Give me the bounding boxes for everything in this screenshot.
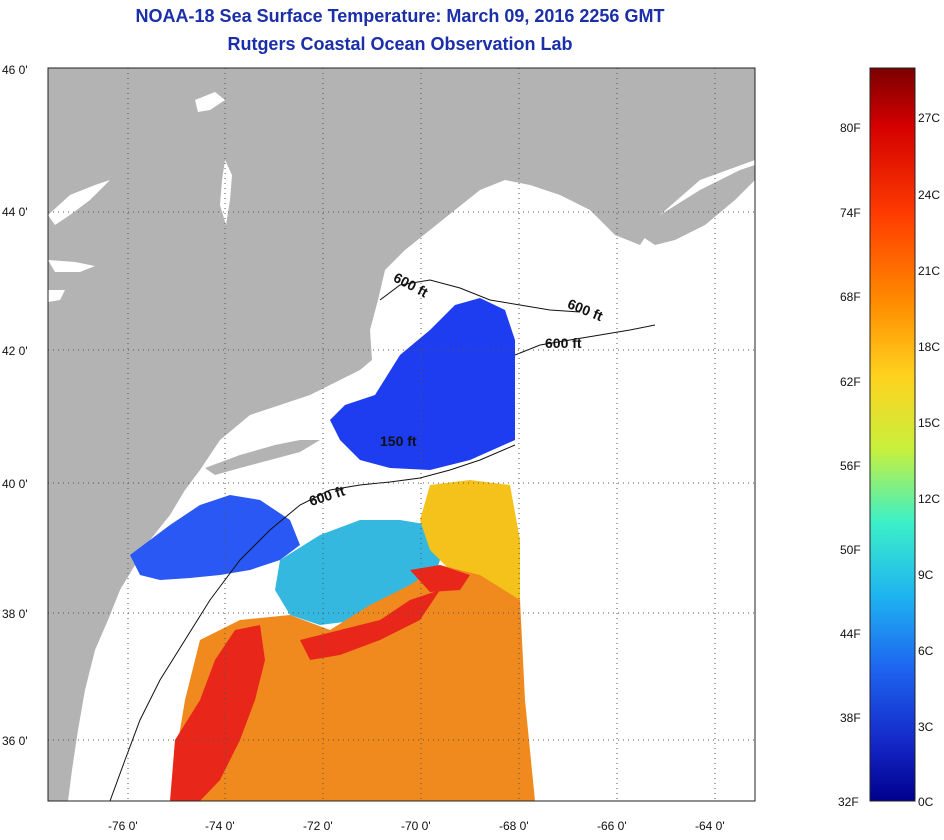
contour-line-maine	[379, 279, 581, 313]
colorbar-c-label: 24C	[918, 188, 940, 202]
contour-line-georges	[514, 324, 656, 356]
lon-label: -76 0'	[108, 819, 138, 833]
land-nova-scotia	[640, 165, 755, 245]
colorbar-c-label: 27C	[918, 111, 940, 125]
land-mainland	[48, 68, 755, 801]
colorbar-c-label: 12C	[918, 492, 940, 506]
colorbar-f-label: 44F	[840, 627, 861, 641]
map-subtitle: Rutgers Coastal Ocean Observation Lab	[227, 34, 573, 54]
colorbar	[869, 67, 916, 802]
sst-warm-gulf-stream	[175, 565, 535, 801]
lat-label: 38 0'	[2, 607, 28, 621]
colorbar-c-label: 9C	[918, 568, 934, 582]
colorbar-c-label: 0C	[918, 795, 934, 809]
colorbar-f-label: 62F	[840, 375, 861, 389]
colorbar-f-label: 32F	[838, 795, 859, 809]
lon-label: -68 0'	[499, 819, 529, 833]
lon-label: -72 0'	[303, 819, 333, 833]
lon-label: -66 0'	[597, 819, 627, 833]
colorbar-c-label: 6C	[918, 644, 934, 658]
colorbar-f-label: 56F	[840, 459, 861, 473]
map-title: NOAA-18 Sea Surface Temperature: March 0…	[135, 6, 665, 26]
colorbar-f-label: 50F	[840, 543, 861, 557]
colorbar-c-label: 21C	[918, 264, 940, 278]
sst-cold-gulf-of-maine	[330, 298, 515, 470]
lon-label: -74 0'	[205, 819, 235, 833]
colorbar-f-label: 68F	[840, 290, 861, 304]
sst-hot-core	[170, 625, 265, 801]
lat-label: 44 0'	[2, 205, 28, 219]
contour-line-shelf	[109, 444, 516, 801]
lat-label: 46 0'	[2, 63, 28, 77]
land-long-island	[205, 440, 320, 475]
map-frame	[47, 67, 756, 802]
lon-label: -64 0'	[695, 819, 725, 833]
lat-label: 42 0'	[2, 344, 28, 358]
contour-label: 150 ft	[380, 433, 417, 449]
lat-label: 40 0'	[2, 477, 28, 491]
lat-label: 36 0'	[2, 734, 28, 748]
lon-label: -70 0'	[401, 819, 431, 833]
colorbar-c-label: 15C	[918, 416, 940, 430]
contour-label: 600 ft	[545, 335, 582, 351]
map-area	[48, 68, 755, 801]
colorbar-f-label: 80F	[840, 121, 861, 135]
sst-cold-shelf	[130, 495, 300, 580]
colorbar-c-label: 3C	[918, 720, 934, 734]
colorbar-c-label: 18C	[918, 340, 940, 354]
graticule	[48, 68, 755, 801]
colorbar-f-label: 74F	[840, 206, 861, 220]
colorbar-f-label: 38F	[840, 711, 861, 725]
sst-mild-band	[420, 480, 520, 600]
